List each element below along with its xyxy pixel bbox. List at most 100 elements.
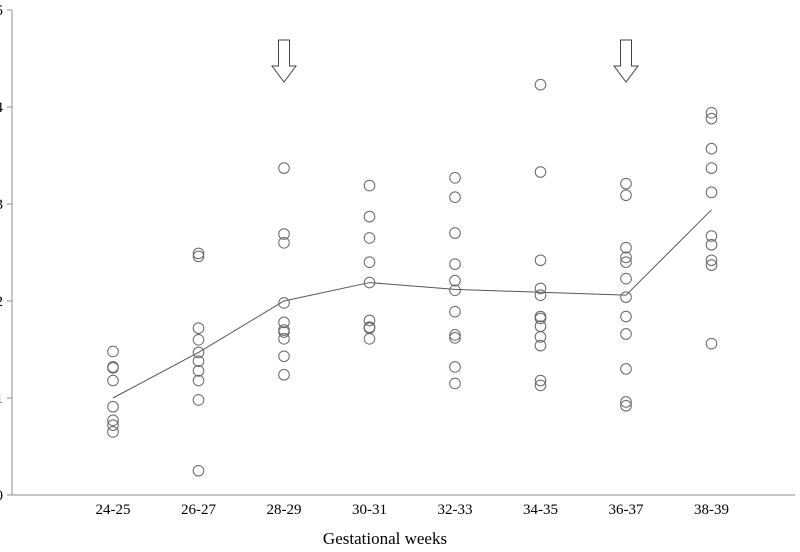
data-point	[192, 247, 205, 260]
data-point	[534, 254, 547, 267]
data-point	[278, 237, 290, 249]
x-tick-label: 32-33	[438, 502, 473, 518]
data-point	[192, 322, 205, 334]
data-point	[620, 396, 632, 408]
data-point	[620, 251, 632, 264]
data-point	[620, 310, 632, 323]
data-point	[620, 256, 632, 269]
data-point	[278, 162, 290, 174]
x-tick-label: 24-25	[96, 502, 131, 518]
data-point	[449, 377, 461, 390]
data-point	[449, 227, 461, 239]
data-point	[534, 374, 547, 387]
data-point	[278, 316, 290, 329]
y-tick-label: 1	[0, 391, 3, 407]
data-point	[363, 256, 376, 269]
data-point	[363, 210, 376, 223]
data-point	[620, 272, 632, 285]
down-arrow-icon	[271, 39, 297, 83]
data-point	[534, 320, 547, 333]
data-point	[449, 172, 461, 184]
x-tick-label: 28-29	[267, 502, 302, 518]
data-point	[363, 276, 376, 289]
data-point	[107, 400, 119, 413]
data-point	[705, 142, 718, 155]
data-point	[107, 362, 119, 374]
mean-line-layer	[112, 209, 712, 399]
data-point	[705, 259, 718, 271]
data-point	[705, 107, 718, 119]
data-point	[278, 368, 290, 381]
data-point	[449, 191, 461, 204]
data-point	[705, 230, 718, 242]
data-point	[278, 333, 290, 345]
y-tick-label: 5	[0, 3, 3, 19]
data-point	[620, 241, 632, 254]
data-point	[620, 291, 632, 303]
data-point	[534, 166, 547, 178]
x-tick-label: 30-31	[352, 502, 387, 518]
data-point	[705, 238, 718, 251]
y-tick-label: 2	[0, 294, 3, 310]
data-point	[192, 346, 205, 359]
data-point	[192, 250, 205, 263]
data-point	[192, 394, 205, 406]
data-point	[107, 414, 119, 427]
data-point	[278, 228, 290, 240]
data-point	[534, 282, 547, 295]
x-tick-label: 34-35	[523, 502, 558, 518]
data-point	[705, 112, 718, 125]
x-tick-label: 38-39	[694, 502, 729, 518]
data-point	[192, 374, 205, 387]
data-point	[363, 333, 376, 345]
data-point	[620, 328, 632, 340]
data-point	[449, 329, 461, 341]
y-tick-label: 3	[0, 197, 3, 213]
data-point	[107, 426, 119, 438]
data-point	[363, 232, 376, 244]
data-point	[449, 258, 461, 270]
data-point	[449, 361, 461, 373]
data-point	[192, 355, 205, 367]
data-point	[363, 314, 376, 327]
data-point	[705, 162, 718, 174]
mean-line	[112, 209, 712, 399]
down-arrow-icon	[613, 39, 639, 83]
data-point	[449, 274, 461, 287]
data-point	[107, 345, 119, 358]
data-point	[620, 399, 632, 412]
data-points-layer	[107, 78, 718, 477]
data-point	[620, 363, 632, 375]
axes: 0 1 2 3 4 5 24-25 26-27 28-29 30-31 32-33 34-35 36-3…	[0, 3, 795, 518]
data-point	[534, 78, 547, 91]
data-point	[620, 177, 632, 190]
x-tick-label: 36-37	[609, 502, 644, 518]
y-tick-label: 0	[0, 488, 3, 504]
data-point	[534, 312, 547, 325]
data-point	[449, 332, 461, 344]
data-point	[107, 419, 119, 431]
data-point	[363, 322, 376, 334]
arrow-markers-layer	[271, 39, 639, 83]
data-point	[192, 365, 205, 377]
data-point	[449, 284, 461, 297]
x-tick-label: 26-27	[181, 502, 216, 518]
data-point	[192, 464, 205, 477]
data-point	[534, 339, 547, 352]
data-point	[278, 297, 290, 309]
data-point	[705, 254, 718, 267]
data-point	[107, 361, 119, 373]
data-point	[363, 321, 376, 333]
data-point	[705, 186, 718, 199]
data-point	[534, 289, 547, 301]
data-point	[192, 334, 205, 346]
data-point	[278, 326, 290, 338]
data-point	[534, 379, 547, 392]
y-tick-label: 4	[0, 100, 4, 116]
data-point	[449, 305, 461, 318]
data-point	[278, 350, 290, 363]
data-point	[107, 374, 119, 387]
data-point	[620, 189, 632, 202]
